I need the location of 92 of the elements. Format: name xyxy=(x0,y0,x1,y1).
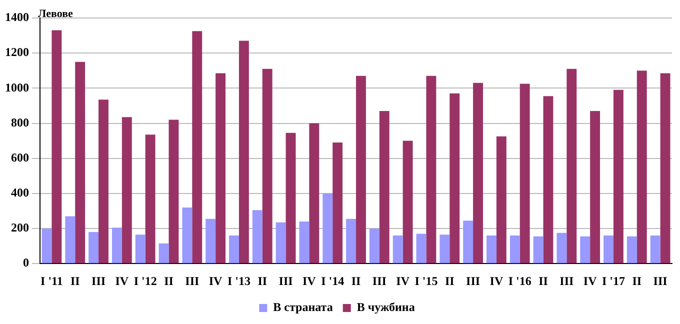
bar xyxy=(543,96,554,264)
bar xyxy=(286,132,296,264)
bar xyxy=(426,76,436,264)
bar xyxy=(369,228,380,264)
bar xyxy=(42,228,52,264)
bar xyxy=(660,73,670,264)
bar xyxy=(486,236,496,264)
bar xyxy=(299,221,310,264)
y-tick-label: 400 xyxy=(11,186,29,200)
bar xyxy=(182,207,192,264)
bar xyxy=(613,90,624,264)
bar xyxy=(604,236,614,264)
x-tick-label: I '12 xyxy=(134,274,157,288)
x-tick-label: III xyxy=(653,274,668,288)
y-tick-label: 800 xyxy=(11,115,29,130)
x-tick-label: III xyxy=(466,274,480,288)
x-tick-label: II xyxy=(538,274,548,288)
bar xyxy=(496,136,506,264)
x-tick-label: III xyxy=(560,274,574,288)
x-tick-label: I '15 xyxy=(414,274,438,288)
bar xyxy=(590,110,600,264)
bar xyxy=(192,31,202,264)
bar xyxy=(510,236,520,264)
bar xyxy=(580,236,590,264)
x-tick-label: I '14 xyxy=(321,274,344,288)
x-tick-label: II xyxy=(164,274,174,288)
x-tick-label: IV xyxy=(583,274,598,288)
y-tick-label: 1000 xyxy=(5,80,29,94)
bar xyxy=(135,234,146,264)
x-tick-label: I '13 xyxy=(227,274,250,288)
bar xyxy=(346,218,356,264)
bar xyxy=(566,68,577,264)
bar xyxy=(520,84,530,264)
bar xyxy=(98,100,108,264)
bar xyxy=(309,123,320,264)
bar xyxy=(206,218,216,264)
x-tick-label: IV xyxy=(490,274,504,288)
x-tick-label: IV xyxy=(396,274,410,288)
bar xyxy=(262,68,272,264)
bar xyxy=(650,236,660,264)
x-tick-label: II xyxy=(351,274,361,288)
bar xyxy=(626,236,637,264)
bar xyxy=(392,236,403,264)
bar xyxy=(112,228,122,264)
bar xyxy=(402,140,413,264)
bar xyxy=(238,40,249,264)
bar xyxy=(416,234,426,264)
bar xyxy=(379,110,390,264)
bar xyxy=(52,30,62,264)
bar xyxy=(158,243,169,264)
bar xyxy=(450,93,460,264)
bar xyxy=(332,142,343,264)
y-tick-label: 1400 xyxy=(5,10,29,24)
bar xyxy=(636,70,647,264)
x-tick-label: II xyxy=(632,274,642,288)
x-tick-label: IV xyxy=(115,274,129,288)
bar xyxy=(145,134,156,264)
x-tick-label: IV xyxy=(208,274,223,288)
bar xyxy=(440,234,450,264)
legend-label: В страната xyxy=(273,300,333,314)
y-tick-label: 600 xyxy=(11,150,29,164)
x-tick-label: III xyxy=(372,274,387,288)
y-tick-label: 0 xyxy=(23,256,29,270)
bar xyxy=(252,210,262,264)
bar xyxy=(322,193,333,264)
x-tick-label: III xyxy=(278,274,294,288)
bar xyxy=(473,82,483,264)
legend-label: В чужбина xyxy=(356,300,415,314)
x-tick-label: IV xyxy=(302,274,316,288)
x-tick-label: I '11 xyxy=(40,274,63,288)
y-tick-label: 200 xyxy=(11,220,29,235)
x-tick-label: II xyxy=(444,274,455,288)
bar xyxy=(216,73,226,264)
bar xyxy=(229,236,239,264)
x-tick-label: I '16 xyxy=(508,274,532,288)
x-tick-label: II xyxy=(70,274,80,288)
x-tick-label: III xyxy=(185,274,200,288)
y-tick-label: 1200 xyxy=(5,45,29,60)
bar xyxy=(65,216,76,264)
bar xyxy=(356,76,366,264)
bar xyxy=(556,232,567,264)
bar xyxy=(168,120,179,264)
x-tick-label: II xyxy=(258,274,268,288)
y-axis-title: Левове xyxy=(38,8,73,20)
bar xyxy=(463,220,474,264)
bar xyxy=(276,222,286,264)
bar xyxy=(533,236,544,264)
x-tick-label: III xyxy=(92,274,106,288)
bar xyxy=(75,62,86,264)
x-tick-label: I '17 xyxy=(602,274,625,288)
bar xyxy=(88,232,99,264)
bar xyxy=(122,117,132,264)
